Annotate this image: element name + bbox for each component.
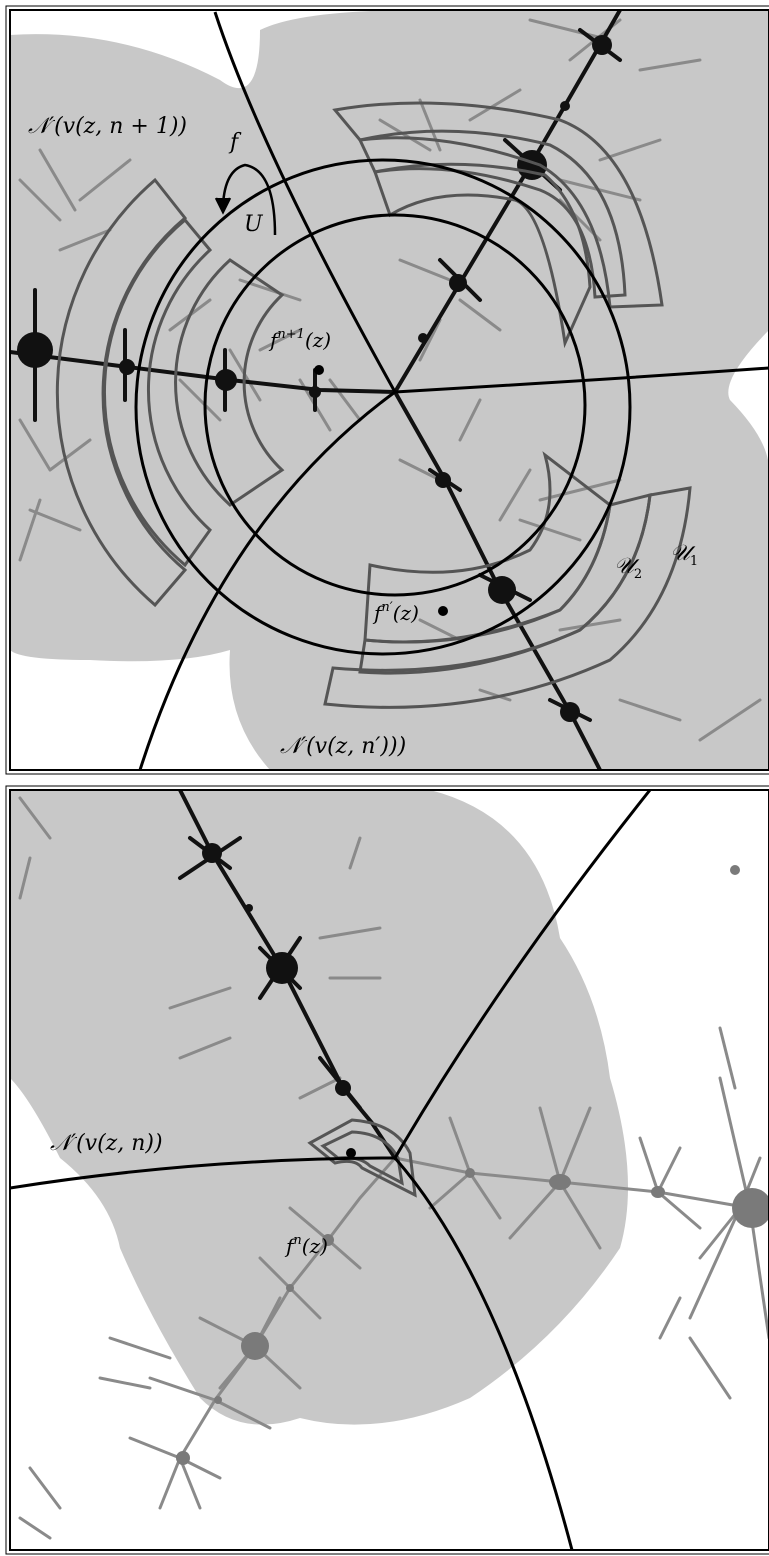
- neighborhood-label-upper: 𝒩′(v(z, n + 1)): [28, 114, 187, 139]
- marked-points: [314, 365, 448, 616]
- bottom-diagram: [5, 785, 769, 1555]
- set-U-label: U: [244, 212, 263, 237]
- top-outer-frame: [5, 5, 769, 775]
- point-fn1-arg: (z): [304, 328, 332, 352]
- bottom-frame: [9, 789, 769, 1551]
- bottom-outer-frame: [5, 785, 769, 1555]
- point-fn1-exp: n+1: [277, 327, 305, 342]
- point-fnprime-base: f: [374, 601, 382, 625]
- U1-label: 𝒰1: [670, 541, 698, 569]
- neighborhood-label: 𝒩′(v(z, n)): [50, 1131, 163, 1156]
- map-f-label: f: [230, 130, 239, 155]
- U1-sub: 1: [689, 554, 699, 569]
- U2-sub: 2: [633, 567, 643, 582]
- point-fn-base: f: [286, 1234, 294, 1258]
- point-fn1-base: f: [270, 328, 278, 352]
- boundary-curves: [134, 11, 769, 770]
- top-frame: [9, 9, 769, 771]
- neighborhood-label-lower: 𝒩′(v(z, n′))): [280, 734, 407, 759]
- point-fnprime-exp: n′: [381, 600, 393, 615]
- U1-base: 𝒰: [670, 541, 690, 566]
- boundary-curves: [10, 790, 652, 1550]
- bottom-panel: 𝒩′(v(z, n)) fn(z): [0, 778, 769, 1556]
- marked-points: [346, 1148, 356, 1158]
- point-fnprime-label: fn′(z): [374, 600, 419, 625]
- point-fn-arg: (z): [301, 1234, 328, 1258]
- annulus-pieces: [55, 101, 692, 709]
- top-diagram: [5, 5, 769, 775]
- point-fn-exp: n: [293, 1233, 302, 1248]
- light-julia-branches: [18, 796, 769, 1540]
- light-julia-bulbs: [176, 865, 769, 1465]
- U2-base: 𝒰: [614, 554, 634, 579]
- julia-bulbs: [17, 35, 612, 722]
- U2-label: 𝒰2: [614, 554, 642, 582]
- point-fn1-label: fn+1(z): [270, 327, 332, 352]
- top-panel: 𝒩′(v(z, n + 1)) f U fn+1(z) fn′(z) 𝒰2 𝒰1…: [5, 5, 769, 775]
- neighborhood-region: [10, 790, 628, 1425]
- point-fn-label: fn(z): [286, 1233, 328, 1258]
- map-f-arrow: [214, 163, 277, 236]
- dark-julia-bulbs: [202, 843, 351, 1096]
- point-fnprime-arg: (z): [392, 601, 419, 625]
